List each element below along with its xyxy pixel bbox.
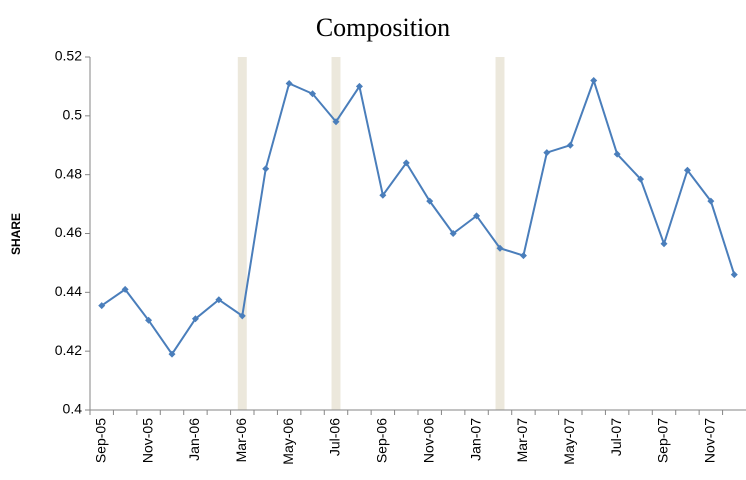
shaded-period (495, 57, 505, 410)
x-tick-label: Nov-07 (702, 418, 718, 463)
y-tick-label: 0.5 (63, 107, 83, 123)
marker (191, 315, 199, 323)
marker (145, 316, 153, 324)
marker (355, 82, 363, 90)
marker (613, 150, 621, 158)
y-tick-label: 0.42 (55, 342, 82, 358)
shaded-period (331, 57, 341, 410)
x-tick-label: Mar-07 (514, 418, 530, 463)
marker (379, 191, 387, 199)
x-tick-label: May-07 (561, 418, 577, 465)
marker (473, 212, 481, 220)
marker (449, 230, 457, 237)
chart-title: Composition (316, 13, 450, 42)
y-tick-label: 0.52 (55, 48, 82, 64)
x-tick-label: Jul-06 (327, 418, 343, 456)
y-tick-label: 0.48 (55, 165, 82, 181)
x-tick-label: Jan-06 (186, 418, 202, 461)
marker (683, 166, 691, 174)
marker (285, 79, 293, 87)
marker (496, 244, 504, 252)
x-tick-label: Nov-05 (139, 418, 155, 463)
marker (426, 197, 434, 205)
marker (519, 252, 527, 260)
marker (590, 77, 598, 85)
marker (168, 350, 176, 358)
marker (660, 240, 668, 248)
marker (566, 141, 574, 149)
marker (637, 175, 645, 183)
x-tick-label: Mar-06 (233, 418, 249, 463)
x-tick-label: Sep-05 (92, 418, 108, 463)
x-tick-label: Sep-07 (655, 418, 671, 463)
line (101, 77, 736, 356)
x-tick-label: Jul-07 (608, 418, 624, 456)
marker (543, 149, 551, 157)
y-tick-label: 0.4 (63, 401, 83, 417)
y-tick-label: 0.46 (55, 224, 82, 240)
marker (402, 159, 410, 167)
x-tick-label: Jan-07 (467, 418, 483, 461)
marker (215, 296, 223, 304)
marker (98, 302, 106, 310)
y-tick-label: 0.44 (55, 283, 82, 299)
x-tick-label: Sep-06 (374, 418, 390, 463)
shaded-period (237, 57, 247, 410)
marker (121, 285, 129, 293)
x-tick-label: May-06 (280, 418, 296, 465)
marker (309, 90, 317, 98)
marker (238, 312, 246, 320)
y-axis-label: SHARE (9, 213, 23, 255)
x-tick-label: Nov-06 (420, 418, 436, 463)
marker (332, 118, 340, 126)
marker (707, 197, 715, 205)
marker (730, 271, 738, 279)
marker (262, 165, 270, 173)
